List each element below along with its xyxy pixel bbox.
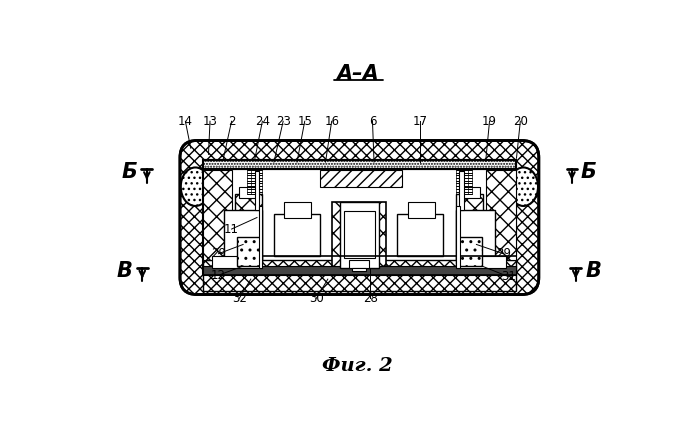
Bar bbox=[460, 187, 480, 198]
Ellipse shape bbox=[509, 168, 538, 206]
Bar bbox=[284, 202, 311, 217]
Text: 20: 20 bbox=[513, 115, 528, 128]
Text: Б: Б bbox=[580, 162, 596, 182]
Bar bbox=[352, 268, 366, 271]
Text: 19: 19 bbox=[482, 115, 497, 128]
Bar bbox=[333, 202, 387, 268]
Bar bbox=[203, 260, 516, 291]
Bar bbox=[408, 202, 435, 217]
Bar bbox=[237, 237, 260, 266]
Bar bbox=[456, 256, 507, 268]
Text: В: В bbox=[117, 261, 133, 281]
Text: 17: 17 bbox=[412, 115, 428, 128]
Bar bbox=[487, 170, 516, 260]
Text: А–А: А–А bbox=[336, 64, 380, 84]
Text: 13: 13 bbox=[203, 115, 217, 128]
Text: 6: 6 bbox=[369, 115, 376, 128]
Text: 23: 23 bbox=[275, 115, 291, 128]
Bar bbox=[397, 213, 443, 256]
Ellipse shape bbox=[181, 168, 210, 206]
Bar bbox=[203, 266, 516, 275]
Text: 15: 15 bbox=[297, 115, 312, 128]
Bar bbox=[203, 160, 516, 169]
Bar bbox=[459, 171, 464, 210]
Text: 29: 29 bbox=[211, 247, 226, 260]
Text: 30: 30 bbox=[309, 292, 324, 305]
Bar bbox=[274, 213, 320, 256]
Bar bbox=[350, 260, 369, 268]
Text: 16: 16 bbox=[324, 115, 339, 128]
Text: 11: 11 bbox=[224, 223, 239, 236]
Text: 12: 12 bbox=[211, 269, 226, 282]
Bar bbox=[203, 160, 516, 275]
Bar bbox=[239, 187, 259, 198]
Bar bbox=[224, 210, 262, 260]
Text: Б: Б bbox=[121, 162, 137, 182]
Bar bbox=[259, 206, 262, 268]
Bar bbox=[459, 237, 482, 266]
Text: 14: 14 bbox=[178, 115, 193, 128]
Text: 29: 29 bbox=[496, 247, 511, 260]
Text: В: В bbox=[586, 261, 601, 281]
Text: 2: 2 bbox=[228, 115, 236, 128]
Text: 32: 32 bbox=[232, 292, 247, 305]
FancyBboxPatch shape bbox=[180, 141, 539, 294]
Bar bbox=[203, 170, 232, 260]
Bar bbox=[456, 206, 460, 268]
Bar bbox=[456, 194, 484, 264]
Text: 28: 28 bbox=[363, 292, 377, 305]
Bar bbox=[340, 202, 379, 268]
Bar bbox=[456, 210, 495, 260]
Bar bbox=[254, 171, 259, 210]
Text: Фиг. 2: Фиг. 2 bbox=[322, 357, 394, 375]
Text: 24: 24 bbox=[255, 115, 270, 128]
Bar bbox=[344, 211, 375, 258]
Bar bbox=[236, 194, 262, 264]
Text: 31: 31 bbox=[501, 270, 516, 283]
Bar bbox=[212, 256, 262, 268]
